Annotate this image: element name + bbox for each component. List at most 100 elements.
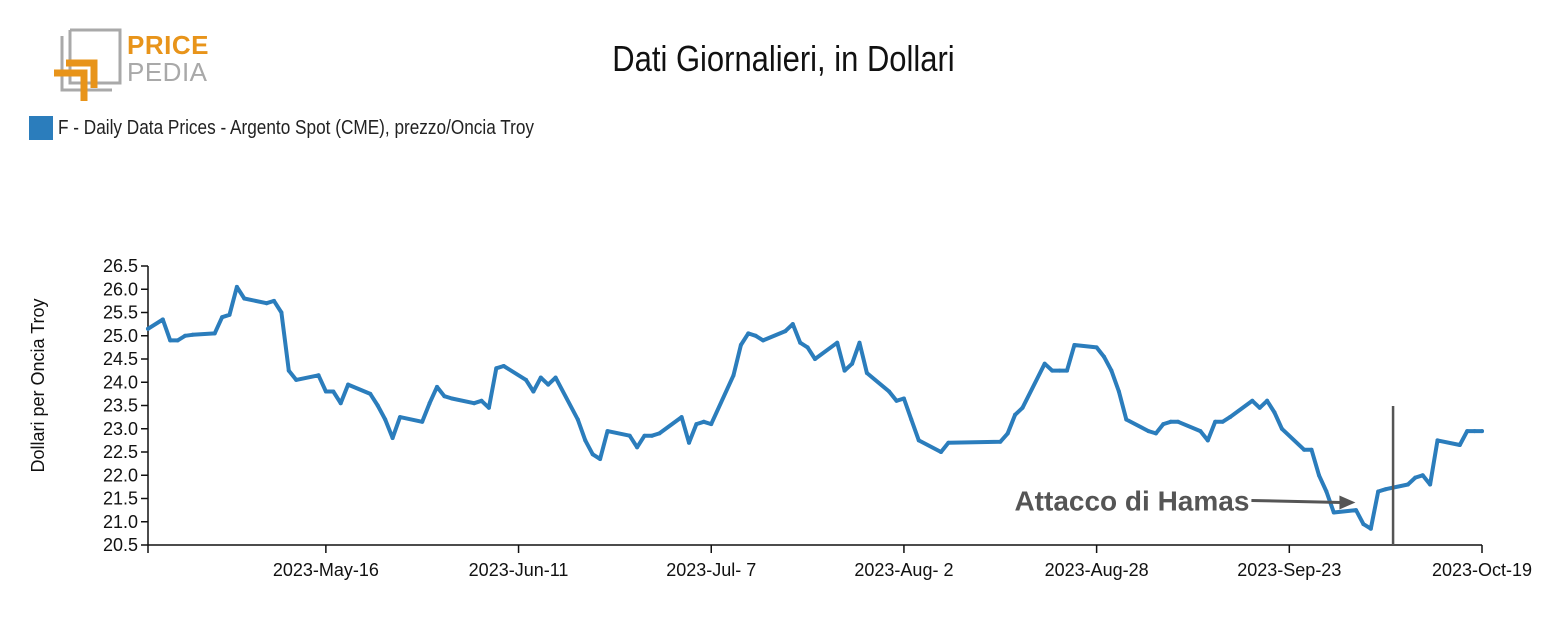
- series-point: [479, 398, 484, 403]
- series-point: [1153, 431, 1158, 436]
- series-point: [642, 433, 647, 438]
- series-point: [375, 403, 380, 408]
- series-point: [227, 312, 232, 317]
- series-point: [486, 405, 491, 410]
- series-point: [783, 329, 788, 334]
- chart-title: Dati Giornalieri, in Dollari: [612, 38, 955, 79]
- x-tick-label: 2023-Jul- 7: [666, 560, 756, 580]
- series-point: [1405, 482, 1410, 487]
- series-point: [1072, 343, 1077, 347]
- series-point: [323, 389, 328, 394]
- y-axis: 26.5 26.0 25.5 25.0 24.5 24.0 23.5 23.0 22.5 22.0…: [103, 256, 149, 555]
- series-point: [835, 340, 840, 345]
- series-point: [1161, 422, 1166, 427]
- series-point: [1457, 443, 1462, 447]
- y-tick-label: 20.5: [103, 535, 138, 555]
- series-point: [909, 417, 914, 422]
- series-point: [1265, 398, 1270, 403]
- series-point: [1116, 389, 1121, 394]
- series-point: [427, 401, 432, 406]
- series-point: [553, 375, 558, 380]
- series-point: [1361, 522, 1366, 527]
- annotation-group: Attacco di Hamas: [1014, 406, 1395, 545]
- series-point: [175, 338, 180, 343]
- series-point: [650, 433, 654, 438]
- series-point: [761, 338, 766, 343]
- series-point: [449, 396, 454, 401]
- series-point: [272, 298, 276, 303]
- series-point: [190, 332, 195, 337]
- y-tick-label: 21.0: [103, 512, 138, 532]
- series-point: [798, 340, 803, 345]
- series-point: [1383, 487, 1388, 492]
- series-point: [264, 301, 269, 306]
- series-point: [1124, 417, 1129, 422]
- series-point: [368, 391, 373, 396]
- series-point: [813, 357, 817, 361]
- series-point: [390, 436, 395, 440]
- y-tick-label: 24.0: [103, 372, 138, 392]
- series-point: [627, 433, 632, 438]
- x-tick-label: 2023-Aug- 2: [854, 560, 953, 580]
- y-tick-label: 23.5: [103, 396, 138, 416]
- series-point: [168, 338, 173, 343]
- series-point: [687, 440, 691, 445]
- series-point: [1005, 431, 1010, 436]
- series-point: [1279, 426, 1284, 431]
- series-point: [1413, 475, 1418, 480]
- pricepedia-logo-mark: [54, 28, 122, 101]
- y-tick-label: 22.5: [103, 442, 138, 462]
- series-point: [590, 452, 595, 457]
- series-point: [212, 331, 217, 336]
- series-point: [1102, 354, 1106, 359]
- series-point: [738, 343, 743, 347]
- series-points: [146, 284, 1484, 531]
- series-point: [1472, 429, 1477, 434]
- series-point: [1309, 447, 1314, 452]
- series-point: [383, 417, 388, 422]
- y-tick-label: 21.5: [103, 489, 138, 509]
- series-point: [1302, 447, 1307, 452]
- series-point: [472, 401, 477, 406]
- series-point: [1020, 405, 1025, 410]
- x-axis: 2023-May-16 2023-Jun-11 2023-Jul- 7 2023-Au…: [147, 544, 1532, 580]
- chart-legend[interactable]: F - Daily Data Prices - Argento Spot (CM…: [29, 116, 612, 140]
- series-point: [1057, 368, 1062, 373]
- series-point: [998, 439, 1003, 444]
- series-point: [1368, 526, 1373, 531]
- x-tick-label: 2023-Aug-28: [1045, 560, 1149, 580]
- annotation-arrowhead: [1339, 495, 1356, 510]
- series-point: [1272, 410, 1277, 415]
- series-point: [946, 440, 951, 445]
- series-point: [1435, 438, 1440, 443]
- series-point: [701, 419, 706, 424]
- x-tick-label: 2023-Jun-11: [469, 560, 569, 580]
- series-point: [220, 315, 225, 320]
- series-point: [1050, 368, 1055, 373]
- series-point: [894, 398, 899, 403]
- series-point: [1250, 398, 1255, 403]
- x-tick-label: 2023-Oct-19: [1432, 560, 1532, 580]
- series-point: [234, 284, 239, 289]
- y-axis-label: Dollari per Oncia Troy: [28, 298, 48, 472]
- series-point: [887, 389, 892, 394]
- series-point: [583, 438, 588, 443]
- series-point: [1376, 489, 1381, 494]
- y-tick-label: 25.0: [103, 326, 138, 346]
- series-point: [346, 382, 351, 387]
- series-point: [1480, 429, 1484, 434]
- series-point: [1168, 419, 1173, 424]
- annotation-arrow: [1251, 498, 1342, 504]
- series-point: [160, 317, 165, 322]
- series-point: [494, 366, 499, 371]
- series-point: [1257, 405, 1262, 410]
- series-point: [420, 419, 425, 424]
- series-point: [635, 445, 640, 450]
- series-point: [1428, 482, 1433, 487]
- series-point: [538, 375, 543, 380]
- series-point: [183, 333, 188, 338]
- series-point: [242, 296, 247, 301]
- series-point: [331, 389, 336, 394]
- series-point: [442, 394, 447, 399]
